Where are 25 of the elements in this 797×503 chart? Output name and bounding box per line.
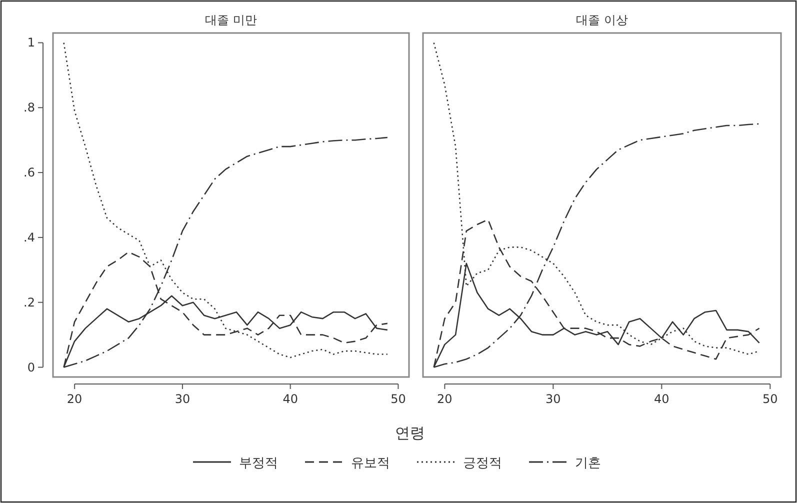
legend-item: 부정적: [193, 456, 278, 471]
chart-title: 대졸 이상: [576, 13, 628, 27]
chart-title: 대졸 미만: [205, 13, 257, 27]
x-axis-title: 연령: [395, 424, 425, 442]
y-tick-label: 1: [27, 36, 35, 50]
x-tick-label: 40: [282, 392, 298, 406]
y-tick-label: .8: [24, 100, 35, 115]
x-tick-label: 30: [174, 392, 190, 406]
legend-label: 유보적: [351, 456, 390, 471]
y-tick-label: 0: [27, 360, 35, 374]
y-tick-label: .2: [24, 295, 35, 310]
legend-label: 기혼: [575, 456, 601, 471]
x-tick-label: 20: [437, 392, 452, 406]
x-tick-label: 30: [546, 392, 561, 406]
legend-label: 부정적: [239, 456, 278, 471]
legend-item: 긍정적: [417, 456, 502, 471]
legend-item: 기혼: [529, 456, 601, 471]
x-tick-label: 50: [390, 392, 406, 406]
legend-label: 긍정적: [463, 456, 502, 471]
y-tick-label: .4: [24, 230, 35, 244]
x-tick-label: 20: [66, 392, 82, 406]
legend-item: 유보적: [305, 456, 390, 471]
y-tick-label: .6: [24, 166, 35, 180]
x-tick-label: 40: [654, 392, 670, 406]
x-tick-label: 50: [762, 392, 778, 406]
